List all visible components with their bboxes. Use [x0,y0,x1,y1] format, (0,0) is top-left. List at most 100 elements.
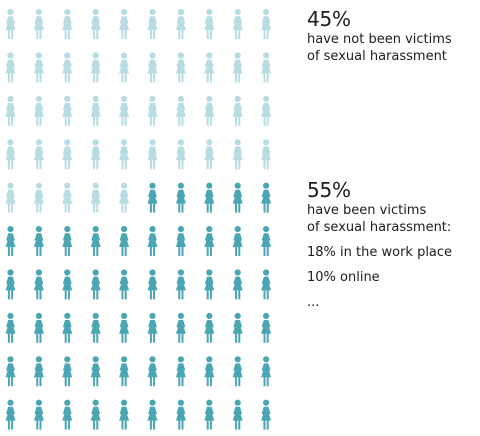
stat-not-victims-line2: of sexual harassment [307,49,447,64]
woman-icon-victim [119,226,130,256]
woman-icon-not-victim [204,139,215,170]
woman-icon-victim [5,356,16,387]
woman-icon-victim [204,399,215,430]
woman-icon-victim [175,356,186,387]
woman-icon-victim [261,269,272,300]
stat-victims-line1: have been victims [307,203,427,218]
woman-icon-victim [204,226,215,256]
woman-icon-not-victim [204,95,215,126]
woman-icon-not-victim [261,95,272,126]
breakdown-workplace: 18% in the work place [307,245,453,260]
woman-icon-not-victim [232,95,243,126]
woman-icon-victim [175,226,186,256]
woman-icon-victim [119,312,130,343]
woman-icon-victim [62,226,73,256]
stat-victims-line2: of sexual harassment: [307,220,452,235]
woman-icon-victim [5,269,16,300]
woman-icon-not-victim [33,139,44,170]
woman-icon-victim [232,399,243,430]
woman-icon-victim [175,269,186,300]
woman-icon-not-victim [175,95,186,126]
woman-icon-victim [5,399,16,430]
woman-icon-not-victim [5,9,16,39]
woman-icon-victim [261,356,272,387]
stat-victims: 55% have been victims of sexual harassme… [307,178,480,311]
woman-icon-victim [33,269,44,300]
woman-icon-victim [90,269,101,300]
woman-icon-victim [232,356,243,387]
woman-icon-victim [175,312,186,343]
woman-icon-victim [232,182,243,213]
woman-icon-victim [147,356,158,387]
woman-icon-not-victim [119,182,130,213]
woman-icon-victim [147,182,158,213]
woman-icon-victim [119,269,130,300]
woman-icon-not-victim [5,139,16,170]
woman-icon-not-victim [232,9,243,39]
woman-icon-not-victim [147,52,158,83]
stat-not-victims: 45% have not been victims of sexual hara… [307,7,480,65]
woman-icon-victim [62,312,73,343]
woman-icon-victim [261,226,272,256]
woman-icon-not-victim [261,9,272,39]
woman-icon-not-victim [90,95,101,126]
breakdown-more: ... [307,295,320,310]
woman-icon-victim [147,269,158,300]
woman-icon-victim [33,312,44,343]
woman-icon-not-victim [5,182,16,213]
woman-icon-not-victim [33,95,44,126]
woman-icon-victim [119,356,130,387]
woman-icon-not-victim [175,52,186,83]
woman-icon-victim [175,399,186,430]
woman-icon-victim [33,226,44,256]
woman-icon-not-victim [33,9,44,39]
woman-icon-victim [33,399,44,430]
woman-icon-victim [147,226,158,256]
woman-icon-victim [5,226,16,256]
woman-icon-not-victim [204,9,215,39]
pictogram-grid [5,9,272,430]
woman-icon-victim [90,399,101,430]
woman-icon-victim [204,356,215,387]
woman-icon-not-victim [204,52,215,83]
woman-icon-not-victim [33,182,44,213]
woman-icon-victim [62,269,73,300]
woman-icon-not-victim [147,95,158,126]
woman-icon-victim [5,312,16,343]
woman-icon-victim [90,312,101,343]
stat-not-victims-percent: 45% [307,7,351,31]
woman-icon-victim [147,312,158,343]
woman-icon-victim [90,356,101,387]
woman-icon-not-victim [119,95,130,126]
woman-icon-not-victim [62,9,73,39]
woman-icon-victim [232,226,243,256]
woman-icon-not-victim [62,52,73,83]
woman-icon-not-victim [5,95,16,126]
woman-icon-not-victim [119,139,130,170]
woman-icon-not-victim [90,182,101,213]
woman-icon-not-victim [147,139,158,170]
woman-icon-victim [204,182,215,213]
woman-icon-not-victim [90,139,101,170]
stat-not-victims-line1: have not been victims [307,32,452,47]
breakdown-online: 10% online [307,270,380,285]
woman-icon-not-victim [90,9,101,39]
woman-icon-victim [90,226,101,256]
woman-icon-victim [232,312,243,343]
woman-icon-victim [261,312,272,343]
woman-icon-not-victim [119,9,130,39]
woman-icon-victim [147,399,158,430]
woman-icon-not-victim [62,182,73,213]
woman-icon-not-victim [90,52,101,83]
woman-icon-victim [261,399,272,430]
woman-icon-not-victim [261,52,272,83]
woman-icon-victim [119,399,130,430]
stat-victims-percent: 55% [307,178,351,202]
woman-icon-victim [62,399,73,430]
woman-icon-victim [204,269,215,300]
woman-icon-victim [175,182,186,213]
woman-icon-not-victim [232,52,243,83]
woman-icon-not-victim [33,52,44,83]
woman-icon-not-victim [62,95,73,126]
woman-icon-not-victim [261,139,272,170]
